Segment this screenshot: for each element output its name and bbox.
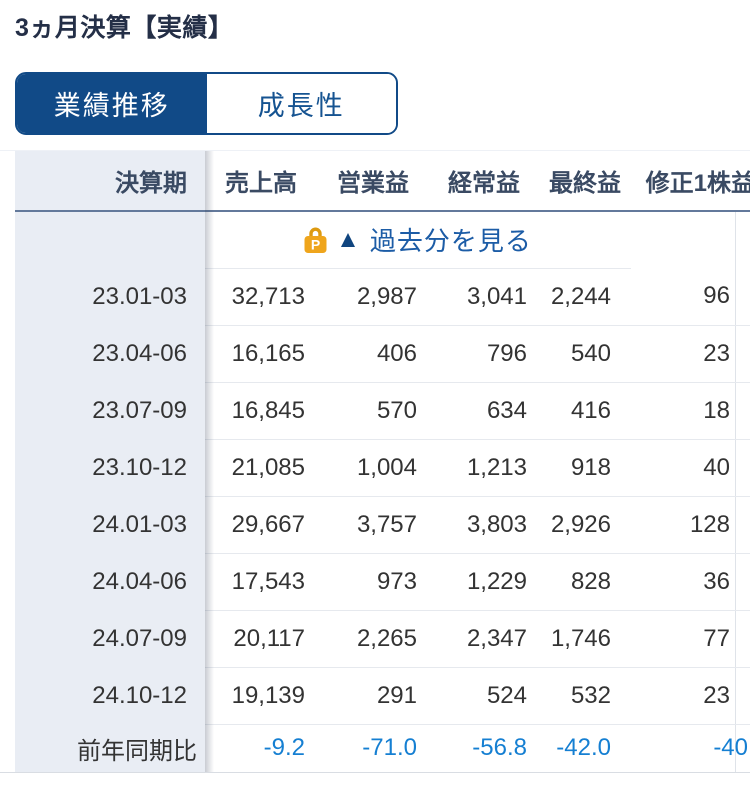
period-cell: 24.04-06 [15, 553, 205, 610]
sales-cell: 19,139 [205, 667, 317, 725]
table-row: 24.10-12 19,139 291 524 532 23 [15, 667, 750, 725]
view-past-cell: P ▲ 過去分を見る [205, 211, 631, 269]
net-profit-cell: 828 [539, 553, 631, 611]
op-profit-cell: 2,987 [317, 268, 429, 326]
adj-eps-cell: 96 [631, 268, 750, 326]
adj-eps-cell: 77 [631, 610, 750, 668]
col-header-ordinary-profit: 経常益 [429, 151, 539, 212]
op-profit-cell: 2,265 [317, 610, 429, 668]
yoy-net-profit-cell: -42.0 [556, 734, 611, 762]
tab-performance-trend[interactable]: 業績推移 [17, 74, 207, 133]
col-header-adj-eps: 修正1株益 [631, 151, 750, 212]
period-cell: 23.07-09 [15, 382, 205, 439]
adj-eps-cell: 128 [631, 496, 750, 554]
ordinary-profit-cell: 2,347 [429, 610, 539, 668]
net-profit-cell: 532 [539, 667, 631, 725]
yoy-ordinary-profit-cell: -56.8 [472, 734, 527, 762]
ordinary-profit-cell: 3,041 [429, 268, 539, 326]
quarterly-results-table: 決算期 売上高 営業益 経常益 最終益 修正1株益 P [15, 151, 750, 772]
view-past-label: 過去分を見る [369, 226, 532, 257]
sales-cell: 29,667 [205, 496, 317, 554]
table-row: 24.07-09 20,117 2,265 2,347 1,746 77 [15, 610, 750, 668]
table-row: 24.01-03 29,667 3,757 3,803 2,926 128 [15, 496, 750, 554]
yoy-label: 前年同期比 [15, 724, 205, 772]
col-header-net-profit: 最終益 [539, 151, 631, 212]
ordinary-profit-cell: 1,229 [429, 553, 539, 611]
ordinary-profit-cell: 1,213 [429, 439, 539, 497]
table-row: 23.04-06 16,165 406 796 540 23 [15, 325, 750, 383]
adj-eps-cell: 18 [631, 382, 750, 440]
op-profit-cell: 3,757 [317, 496, 429, 554]
net-profit-cell: 2,244 [539, 268, 631, 326]
net-profit-cell: 918 [539, 439, 631, 497]
view-past-link[interactable]: P ▲ 過去分を見る [205, 221, 631, 258]
op-profit-cell: 1,004 [317, 439, 429, 497]
sales-cell: 21,085 [205, 439, 317, 497]
yoy-op-profit-cell: -71.0 [362, 734, 417, 762]
premium-lock-icon: P [304, 227, 327, 254]
period-cell: 24.10-12 [15, 667, 205, 724]
tab-growth-label: 成長性 [257, 91, 345, 121]
adj-eps-cell: 23 [631, 667, 750, 725]
col-header-op-profit: 営業益 [317, 151, 429, 212]
ordinary-profit-cell: 796 [429, 325, 539, 383]
period-cell: 24.07-09 [15, 610, 205, 667]
yoy-comparison-row: 前年同期比 -9.2 -71.0 -56.8 -42.0 -40 [15, 724, 750, 772]
op-profit-cell: 406 [317, 325, 429, 383]
sales-cell: 16,165 [205, 325, 317, 383]
page-title: 3ヵ月決算【実績】 [15, 14, 234, 42]
tab-performance-trend-label: 業績推移 [53, 91, 170, 121]
table-row: 23.01-03 32,713 2,987 3,041 2,244 96 [15, 268, 750, 326]
table-row: 23.10-12 21,085 1,004 1,213 918 40 [15, 439, 750, 497]
period-cell: 23.01-03 [15, 268, 205, 325]
col-header-period: 決算期 [15, 151, 205, 212]
table-header-row: 決算期 売上高 営業益 経常益 最終益 修正1株益 [15, 151, 750, 212]
sales-cell: 20,117 [205, 610, 317, 668]
table-row: 24.04-06 17,543 973 1,229 828 36 [15, 553, 750, 611]
sales-cell: 32,713 [205, 268, 317, 326]
view-past-row-end [631, 211, 750, 268]
period-cell: 23.04-06 [15, 325, 205, 382]
yoy-adj-eps-cell: -40 [713, 734, 748, 762]
ordinary-profit-cell: 634 [429, 382, 539, 440]
net-profit-cell: 416 [539, 382, 631, 440]
tab-growth[interactable]: 成長性 [206, 74, 396, 133]
op-profit-cell: 973 [317, 553, 429, 611]
yoy-sales-cell: -9.2 [263, 734, 305, 762]
results-table-wrap: 決算期 売上高 営業益 経常益 最終益 修正1株益 P [0, 150, 750, 773]
view-past-row-spacer [15, 211, 205, 268]
ordinary-profit-cell: 524 [429, 667, 539, 725]
net-profit-cell: 1,746 [539, 610, 631, 668]
period-cell: 23.10-12 [15, 439, 205, 496]
net-profit-cell: 540 [539, 325, 631, 383]
view-past-row: P ▲ 過去分を見る [15, 211, 750, 269]
adj-eps-cell: 40 [631, 439, 750, 497]
op-profit-cell: 291 [317, 667, 429, 725]
op-profit-cell: 570 [317, 382, 429, 440]
adj-eps-cell: 23 [631, 325, 750, 383]
col-header-sales: 売上高 [205, 151, 317, 212]
period-cell: 24.01-03 [15, 496, 205, 553]
tab-group: 業績推移 成長性 [15, 72, 398, 135]
lock-letter: P [311, 237, 320, 253]
adj-eps-cell: 36 [631, 553, 750, 611]
triangle-up-icon: ▲ [336, 225, 360, 253]
table-row: 23.07-09 16,845 570 634 416 18 [15, 382, 750, 440]
sales-cell: 17,543 [205, 553, 317, 611]
net-profit-cell: 2,926 [539, 496, 631, 554]
sales-cell: 16,845 [205, 382, 317, 440]
ordinary-profit-cell: 3,803 [429, 496, 539, 554]
